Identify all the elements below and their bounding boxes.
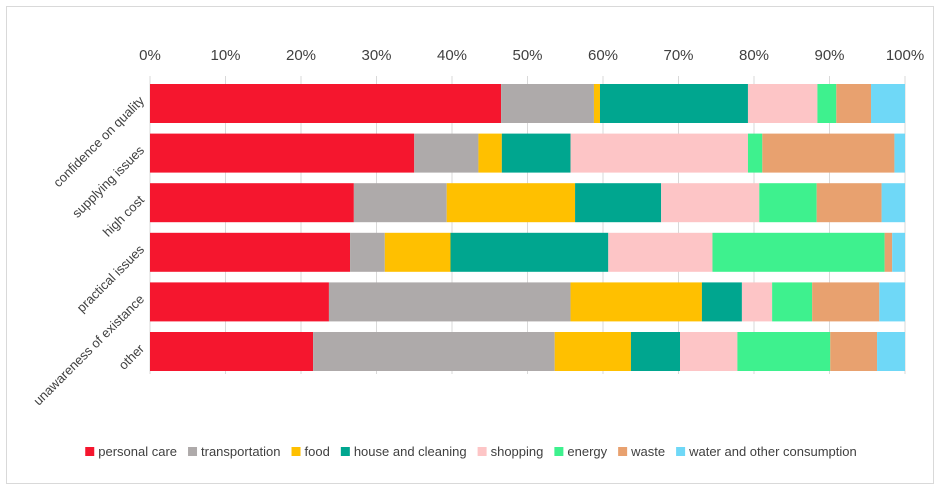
bar-segment-personal-care xyxy=(150,84,502,123)
legend-item: shopping xyxy=(477,444,544,459)
bar-segment-water-and-other-consumption xyxy=(894,133,905,173)
bar-segment-food xyxy=(446,183,576,223)
x-tick-label: 80% xyxy=(739,47,769,64)
bar-segment-shopping xyxy=(608,232,713,272)
bar-segment-waste xyxy=(884,232,893,272)
bar-segment-waste xyxy=(762,133,895,173)
bar-segment-transportation xyxy=(313,332,555,371)
x-tick-label: 60% xyxy=(588,47,618,64)
bar-segment-food xyxy=(593,84,600,123)
bar-segment-food xyxy=(554,332,631,371)
legend-swatch xyxy=(676,447,686,456)
legend-label: food xyxy=(305,444,330,459)
legend-item: energy xyxy=(554,444,608,459)
bar-segment-shopping xyxy=(741,282,773,322)
legend-label: transportation xyxy=(201,444,281,459)
bar-segment-water-and-other-consumption xyxy=(877,332,905,371)
bar-segment-transportation xyxy=(328,282,571,322)
bar-segment-house-and-cleaning xyxy=(630,332,681,371)
bar-segment-shopping xyxy=(747,84,818,123)
bar-segment-shopping xyxy=(661,183,760,223)
legend-item: food xyxy=(291,444,330,459)
bar-segment-shopping xyxy=(680,332,738,371)
legend-label: personal care xyxy=(98,444,177,459)
bar-segment-house-and-cleaning xyxy=(701,282,742,322)
legend-swatch xyxy=(340,447,350,456)
legend-item: waste xyxy=(618,444,665,459)
bar-segment-transportation xyxy=(414,133,479,173)
category-label: high cost xyxy=(100,192,148,240)
x-tick-label: 0% xyxy=(139,47,161,64)
legend-swatch xyxy=(188,447,198,456)
x-tick-label: 100% xyxy=(886,47,924,64)
bar-segment-personal-care xyxy=(150,133,415,173)
bar-segment-house-and-cleaning xyxy=(599,84,748,123)
legend-swatch xyxy=(554,447,564,456)
legend-label: water and other consumption xyxy=(688,444,857,459)
bar-segment-energy xyxy=(772,282,813,322)
x-tick-label: 30% xyxy=(361,47,391,64)
legend-swatch xyxy=(618,447,628,456)
legend-label: house and cleaning xyxy=(354,444,467,459)
legend-item: water and other consumption xyxy=(676,444,857,459)
bar-segment-waste xyxy=(812,282,880,322)
bar-segment-energy xyxy=(817,84,837,123)
stacked-bar-chart: 0% 10% 20% 30% 40% 50% 60% 70% 80% 90% 100% confid… xyxy=(30,47,924,459)
bar-segment-house-and-cleaning xyxy=(501,133,571,173)
x-tick-label: 70% xyxy=(663,47,693,64)
legend-label: waste xyxy=(630,444,665,459)
category-label: confidence on quality xyxy=(50,93,147,190)
legend-swatch xyxy=(477,447,487,456)
x-tick-label: 20% xyxy=(286,47,316,64)
bar-segment-food xyxy=(478,133,502,173)
bar-segment-personal-care xyxy=(150,183,354,223)
bar-segment-waste xyxy=(830,332,878,371)
bar-segment-house-and-cleaning xyxy=(575,183,662,223)
category-label: other xyxy=(116,341,148,373)
x-axis-ticks: 0% 10% 20% 30% 40% 50% 60% 70% 80% 90% 100% xyxy=(139,47,924,64)
bar-segment-food xyxy=(570,282,702,322)
x-tick-label: 10% xyxy=(210,47,240,64)
x-tick-label: 90% xyxy=(814,47,844,64)
bar-segment-energy xyxy=(737,332,831,371)
bar-segment-house-and-cleaning xyxy=(450,232,609,272)
bar-segment-transportation xyxy=(501,84,594,123)
bar-segment-personal-care xyxy=(150,232,351,272)
legend-item: personal care xyxy=(85,444,177,459)
bar-segment-transportation xyxy=(350,232,385,272)
bar-segment-water-and-other-consumption xyxy=(881,183,905,223)
chart-frame: 0% 10% 20% 30% 40% 50% 60% 70% 80% 90% 100% confid… xyxy=(6,6,934,484)
bar-segment-food xyxy=(384,232,451,272)
legend-label: energy xyxy=(567,444,607,459)
bar-segment-water-and-other-consumption xyxy=(879,282,905,322)
legend: personal care transportation food house and… xyxy=(85,444,857,459)
x-tick-label: 40% xyxy=(437,47,467,64)
bars xyxy=(150,84,905,371)
bar-segment-waste xyxy=(836,84,872,123)
bar-segment-water-and-other-consumption xyxy=(871,84,905,123)
bar-segment-energy xyxy=(712,232,885,272)
gridlines xyxy=(149,76,906,374)
legend-item: transportation xyxy=(188,444,281,459)
legend-swatch xyxy=(85,447,95,456)
legend-label: shopping xyxy=(491,444,544,459)
legend-swatch xyxy=(291,447,301,456)
bar-segment-water-and-other-consumption xyxy=(892,232,905,272)
bar-segment-waste xyxy=(816,183,882,223)
bar-segment-personal-care xyxy=(150,332,314,371)
bar-segment-energy xyxy=(759,183,817,223)
bar-segment-energy xyxy=(747,133,763,173)
bar-segment-transportation xyxy=(353,183,447,223)
bar-segment-personal-care xyxy=(150,282,329,322)
legend-item: house and cleaning xyxy=(340,444,467,459)
x-tick-label: 50% xyxy=(512,47,542,64)
bar-segment-shopping xyxy=(570,133,748,173)
